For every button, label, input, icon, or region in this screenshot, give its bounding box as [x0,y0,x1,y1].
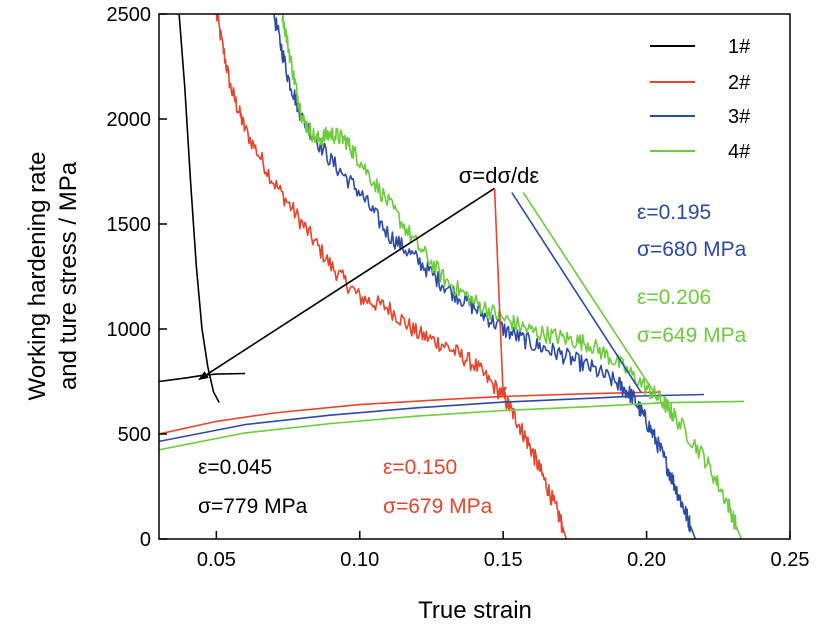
annotation-arrow-2 [493,188,507,398]
label-2-sigma: σ=679 MPa [383,495,493,518]
tangent-line-1 [511,192,642,393]
y-tick-label: 500 [118,424,151,446]
y-axis-title-line1: Working hardening rate [24,151,51,400]
series-4-true-stress [159,400,745,451]
series-2-hardening-rate [215,14,568,539]
axis-ticks: 0.05 0.10 0.15 0.20 0.25 0 500 1000 1500 2000 2500 [107,4,810,571]
label-1-eps: ε=0.045 [198,456,272,479]
x-axis-title: True strain [418,597,532,624]
legend-label-1: 1# [728,36,751,58]
x-tick-label: 0.25 [771,549,810,571]
x-tick-label: 0.05 [197,549,236,571]
x-tick-label: 0.20 [627,549,666,571]
data-curves [159,14,745,539]
label-1-sigma: σ=779 MPa [198,495,308,518]
series-2-true-stress [159,391,661,435]
y-axis-title-line2: and ture stress / MPa [55,161,82,390]
label-2-eps: ε=0.150 [383,456,457,479]
series-3-hardening-rate [273,14,697,539]
plot-frame [158,13,791,540]
x-tick-label: 0.15 [484,549,523,571]
legend-label-3: 3# [728,106,751,128]
annotation-arrow-1 [198,187,496,381]
label-3-eps: ε=0.195 [637,201,711,224]
y-tick-label: 2000 [107,109,152,131]
series-4-hardening-rate [281,14,742,539]
series-1-hardening-rate [178,14,220,403]
label-4-eps: ε=0.206 [637,286,711,309]
y-tick-label: 2500 [107,4,152,26]
series-3-true-stress [159,393,705,443]
legend: 1# 2# 3# 4# [650,36,751,163]
legend-label-4: 4# [728,141,751,163]
label-4-sigma: σ=649 MPa [637,324,747,347]
x-tick-label: 0.10 [340,549,379,571]
label-3-sigma: σ=680 MPa [637,238,747,261]
annotation-lines [198,187,507,398]
y-tick-label: 0 [140,529,151,551]
y-tick-label: 1000 [107,319,152,341]
annotation-formula: σ=dσ/dε [459,163,540,188]
legend-label-2: 2# [728,72,751,94]
tangent-line-2 [522,192,656,395]
y-tick-label: 1500 [107,214,152,236]
